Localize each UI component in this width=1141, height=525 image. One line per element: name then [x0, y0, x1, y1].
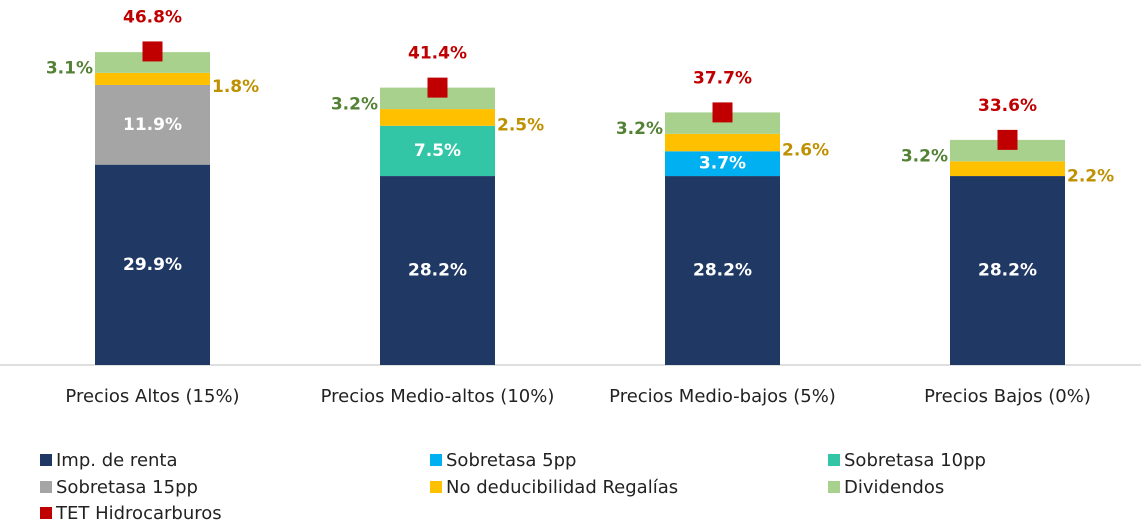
legend-item: Sobretasa 5pp [430, 448, 576, 472]
legend-item: Dividendos [828, 475, 944, 499]
legend-label: Sobretasa 15pp [56, 477, 198, 498]
value-label: 2.6% [782, 141, 829, 161]
value-label: 3.2% [331, 94, 378, 114]
bar-segment [380, 109, 495, 126]
legend-label: Dividendos [844, 477, 944, 498]
value-label: 3.2% [901, 147, 948, 167]
tet-marker [428, 78, 448, 98]
value-label: 28.2% [978, 261, 1037, 281]
legend-label: No deducibilidad Regalías [446, 477, 678, 498]
value-label: 1.8% [212, 77, 259, 97]
value-label: 3.2% [616, 119, 663, 139]
legend-swatch [828, 454, 840, 466]
legend-label: TET Hidrocarburos [56, 503, 222, 524]
value-label: 7.5% [414, 141, 461, 161]
value-label: 41.4% [408, 44, 467, 64]
category-label: Precios Medio-bajos (5%) [588, 384, 858, 410]
bar-segment [95, 73, 210, 85]
value-label: 11.9% [123, 115, 182, 135]
legend-item: No deducibilidad Regalías [430, 475, 678, 499]
legend-swatch [430, 454, 442, 466]
legend-item: TET Hidrocarburos [40, 501, 222, 525]
legend-label: Imp. de renta [56, 450, 178, 471]
legend-swatch [40, 507, 52, 519]
category-label: Precios Bajos (0%) [873, 384, 1141, 410]
value-label: 33.6% [978, 96, 1037, 116]
legend-item: Sobretasa 10pp [828, 448, 986, 472]
bar-segment [950, 161, 1065, 176]
value-label: 3.1% [46, 58, 93, 78]
legend-swatch [828, 481, 840, 493]
legend-swatch [430, 481, 442, 493]
legend-item: Sobretasa 15pp [40, 475, 198, 499]
value-label: 46.8% [123, 7, 182, 27]
legend-item: Imp. de renta [40, 448, 178, 472]
category-label: Precios Altos (15%) [18, 384, 288, 410]
value-label: 28.2% [408, 261, 467, 281]
legend-swatch [40, 454, 52, 466]
value-label: 37.7% [693, 68, 752, 88]
value-label: 2.5% [497, 115, 544, 135]
value-label: 29.9% [123, 255, 182, 275]
category-label: Precios Medio-altos (10%) [303, 384, 573, 410]
tet-marker [143, 41, 163, 61]
tet-marker [998, 130, 1018, 150]
value-label: 3.7% [699, 154, 746, 174]
value-label: 28.2% [693, 261, 752, 281]
bar-segment [665, 134, 780, 151]
legend-label: Sobretasa 5pp [446, 450, 576, 471]
tet-marker [713, 102, 733, 122]
value-label: 2.2% [1067, 167, 1114, 187]
legend-label: Sobretasa 10pp [844, 450, 986, 471]
legend-swatch [40, 481, 52, 493]
